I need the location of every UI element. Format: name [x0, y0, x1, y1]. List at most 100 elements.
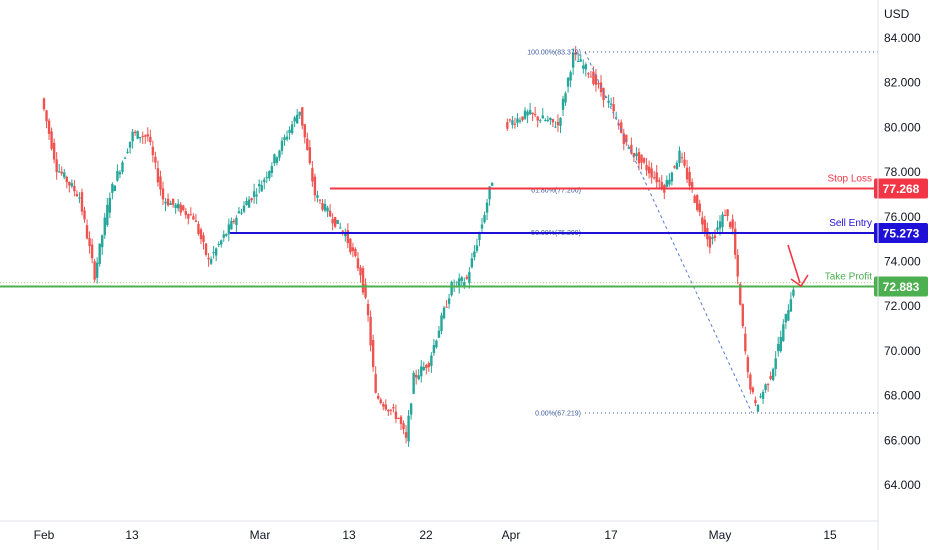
candle-body: [159, 176, 162, 190]
candle-body: [673, 166, 676, 168]
candle-body: [609, 103, 613, 105]
candle-body: [113, 185, 117, 192]
candle-body: [587, 73, 590, 75]
candle-body: [536, 116, 539, 121]
candle-body: [430, 355, 433, 366]
candle-body: [108, 197, 112, 213]
candle-body: [268, 171, 271, 179]
candle-body: [526, 111, 529, 116]
candle-body: [473, 251, 476, 258]
candle-body: [412, 372, 415, 394]
candle-body: [128, 141, 132, 148]
candle-body: [409, 403, 413, 415]
level-name: Sell Entry: [829, 218, 872, 229]
candle-body: [728, 222, 732, 228]
candle-body: [741, 304, 744, 327]
candle-body: [559, 117, 562, 126]
candle-body: [792, 289, 795, 296]
candle-body: [252, 191, 256, 197]
candle-body: [321, 203, 324, 210]
candle-body: [169, 203, 172, 205]
candle-body: [83, 210, 86, 220]
y-tick-label: 66.000: [884, 433, 921, 447]
candle-body: [450, 281, 453, 296]
candle-body: [45, 110, 48, 122]
x-tick-label: 17: [604, 528, 618, 542]
candle-body: [460, 277, 463, 281]
candle-body: [283, 137, 286, 141]
candle-body: [88, 238, 91, 247]
fib-level-label: 0.00%(67.219): [535, 411, 581, 418]
candle-body: [192, 216, 195, 220]
candle-body: [668, 179, 671, 185]
candle-body: [726, 209, 729, 216]
candle-body: [384, 404, 387, 410]
candle-body: [139, 137, 142, 139]
candle-body: [422, 366, 425, 371]
candle-body: [701, 217, 704, 225]
candle-body: [247, 199, 251, 208]
price-badge: [874, 178, 928, 199]
candle-body: [620, 122, 623, 133]
candle-body: [311, 168, 314, 182]
candle-body: [394, 411, 398, 420]
candle-body: [288, 129, 291, 133]
candle-body: [756, 404, 760, 412]
candle-body: [490, 183, 494, 186]
candle-body: [164, 201, 167, 204]
candle-body: [622, 133, 625, 144]
level-name: Take Profit: [825, 271, 872, 282]
fib-level-label: 100.00%(83.379): [527, 49, 581, 56]
candle-body: [685, 167, 689, 180]
x-tick-label: 13: [125, 528, 139, 542]
x-tick-label: 15: [823, 528, 837, 542]
candle-body: [57, 171, 61, 173]
candle-body: [442, 307, 446, 319]
candle-body: [678, 150, 681, 163]
candle-body: [594, 74, 598, 85]
price-badge-value: 75.273: [883, 227, 920, 241]
candle-body: [488, 186, 491, 200]
candle-body: [222, 234, 225, 238]
price-badge: [874, 276, 928, 297]
candle-body: [632, 152, 636, 157]
candle-body: [539, 120, 542, 122]
candle-body: [754, 399, 757, 404]
candle-body: [161, 188, 165, 200]
candle-body: [341, 230, 344, 232]
candle-body: [736, 255, 739, 277]
candle-body: [90, 244, 94, 259]
candle-body: [204, 243, 208, 255]
candle-body: [141, 135, 144, 137]
candle-body: [528, 110, 532, 115]
candle-body: [437, 330, 441, 338]
candle-body: [465, 276, 469, 279]
candle-body: [425, 364, 428, 369]
candle-body: [220, 240, 223, 245]
candle-body: [265, 177, 269, 179]
x-tick-label: Apr: [502, 528, 521, 542]
candle-body: [171, 198, 175, 205]
candle-body: [260, 185, 263, 192]
candle-body: [118, 172, 122, 175]
candle-body: [549, 117, 552, 120]
candle-body: [703, 219, 707, 234]
candle-body: [584, 64, 588, 70]
candle-body: [597, 83, 600, 85]
candle-body: [551, 119, 555, 123]
candle-body: [468, 272, 471, 283]
candle-body: [70, 183, 74, 187]
candle-body: [293, 117, 296, 122]
candle-body: [708, 236, 712, 248]
candle-body: [156, 168, 160, 183]
candle-body: [475, 245, 479, 251]
y-tick-label: 82.000: [884, 76, 921, 90]
candle-body: [371, 340, 375, 368]
candle-body: [255, 194, 258, 197]
candle-body: [295, 114, 299, 124]
candle-body: [273, 154, 276, 164]
candle-body: [635, 153, 638, 157]
candle-body: [508, 119, 512, 121]
candle-body: [366, 304, 370, 316]
down-arrow-icon: [787, 244, 809, 288]
